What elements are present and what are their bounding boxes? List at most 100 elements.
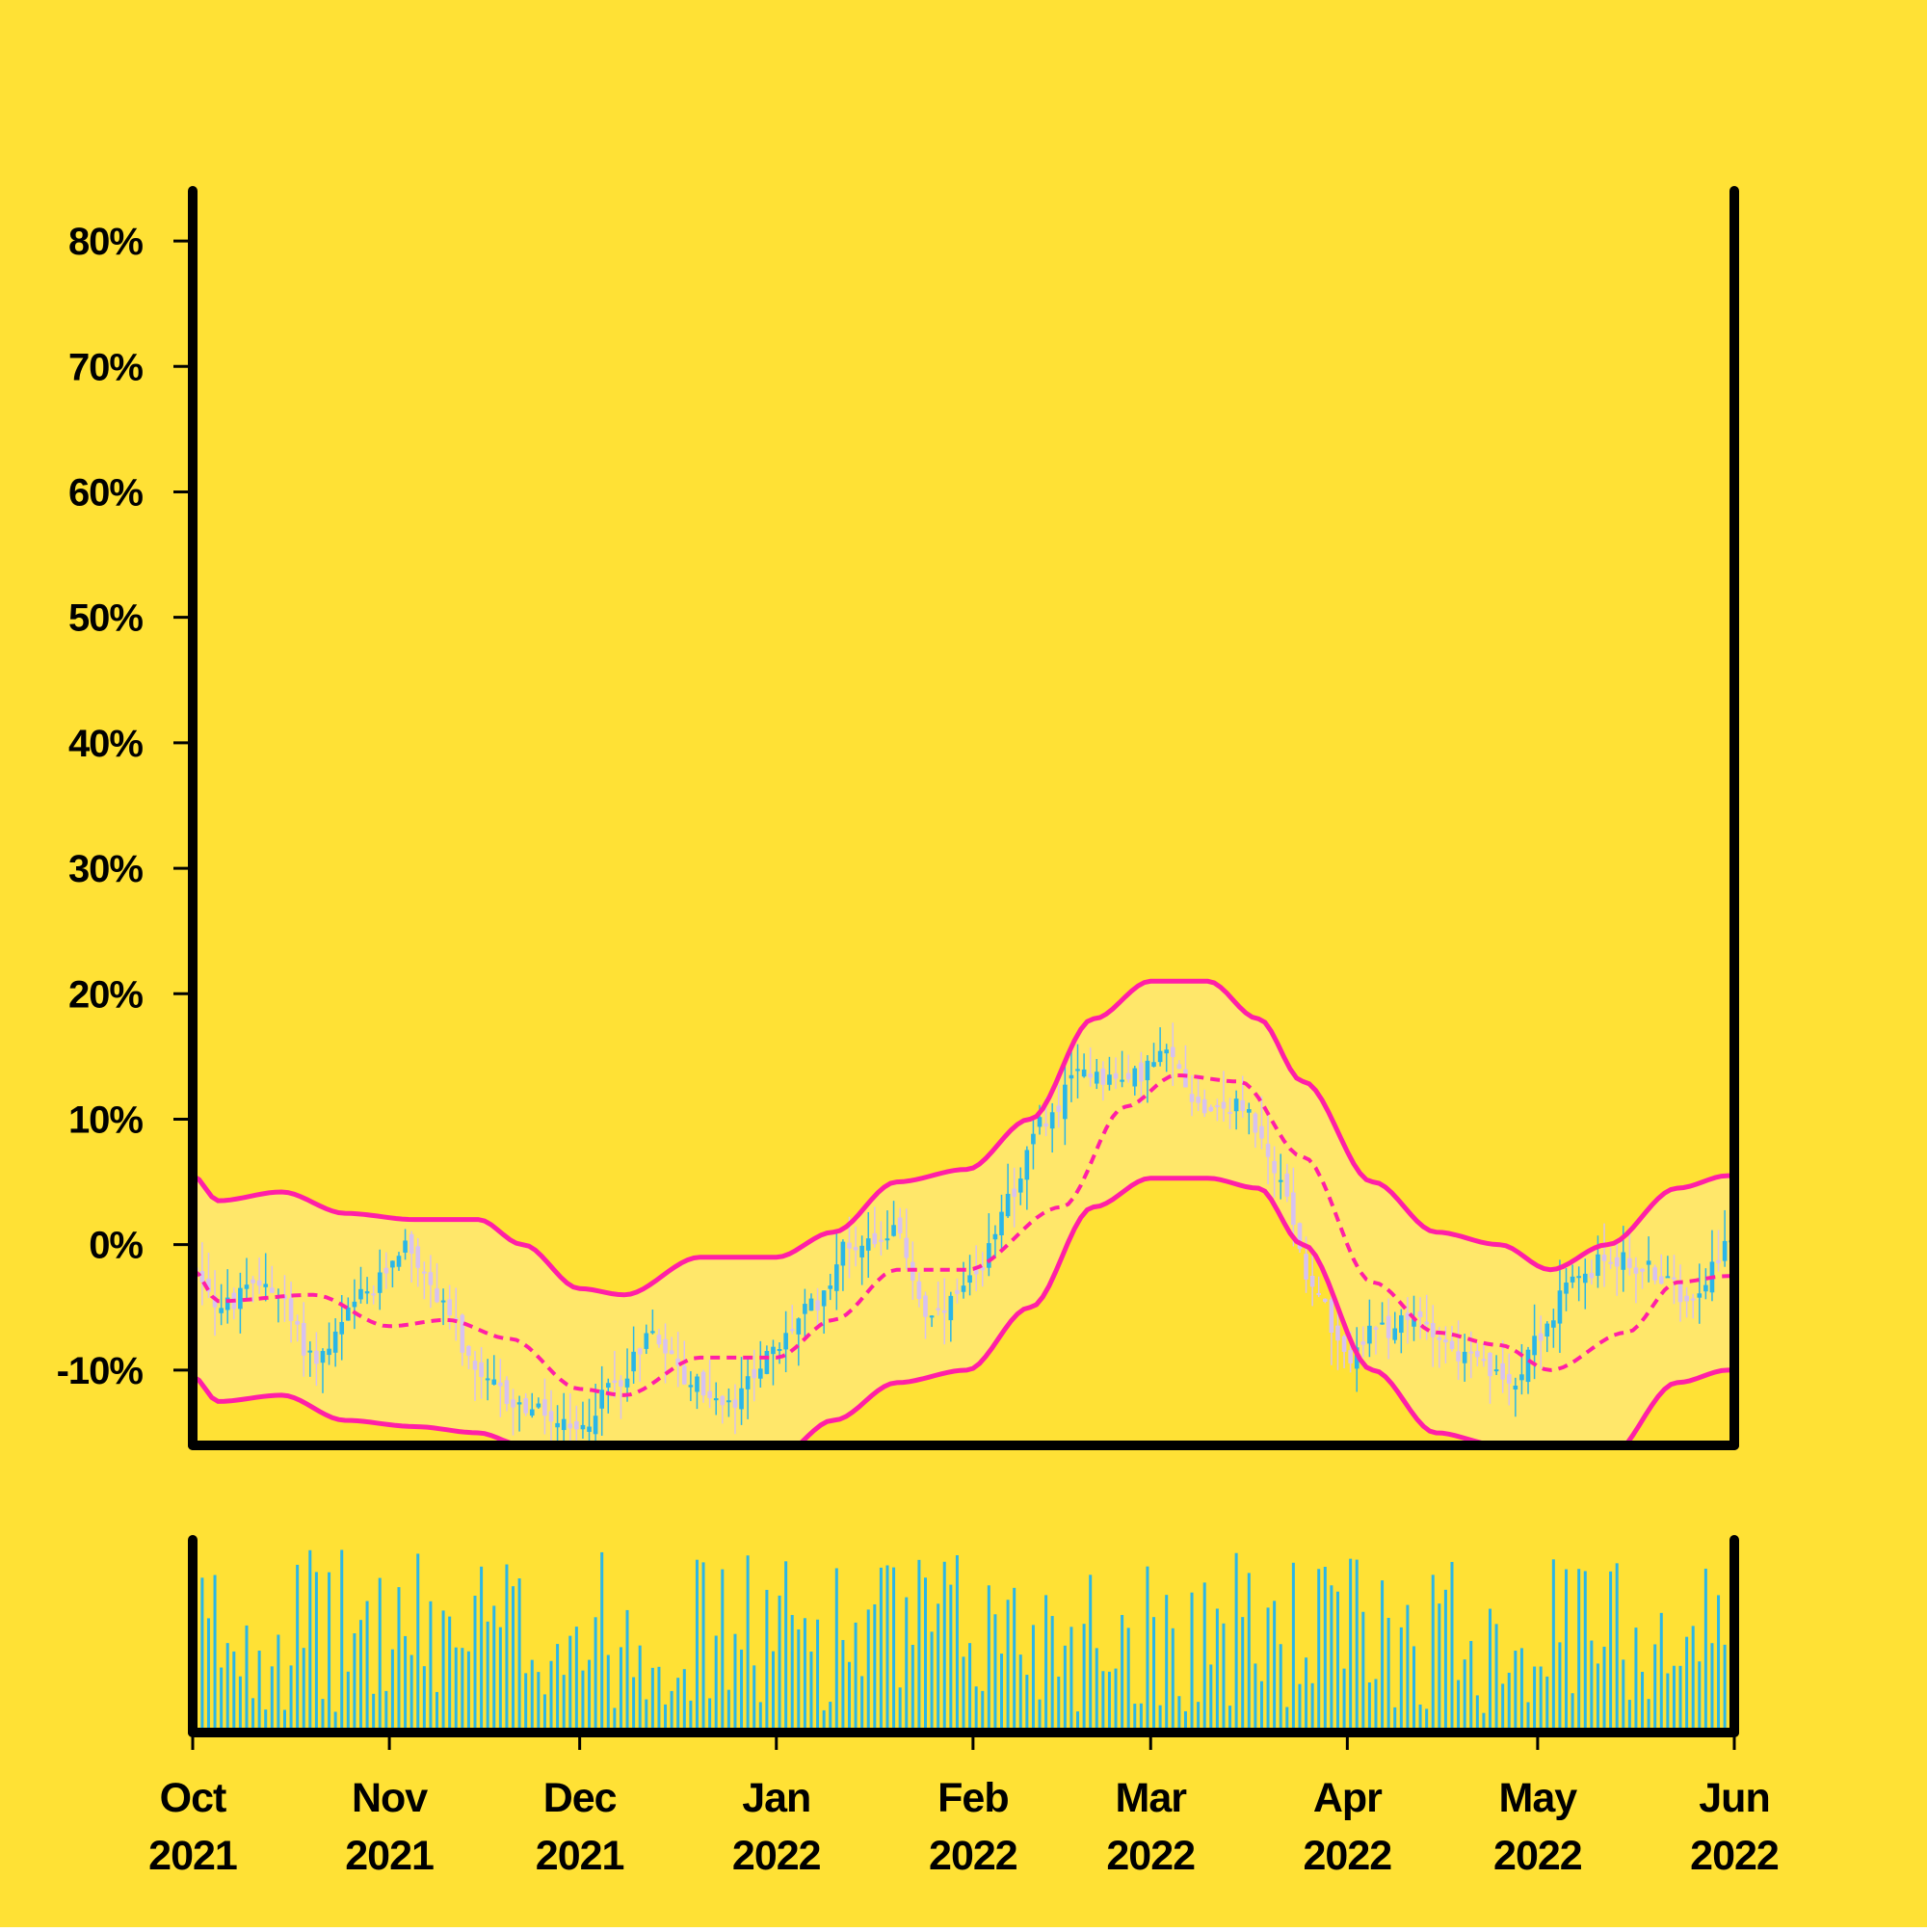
candle-body bbox=[1170, 1046, 1175, 1058]
volume-bar bbox=[1241, 1617, 1245, 1733]
volume-bar bbox=[1489, 1608, 1492, 1733]
volume-bar bbox=[778, 1595, 781, 1733]
candle-body bbox=[1323, 1298, 1328, 1302]
candle-body bbox=[1284, 1173, 1290, 1197]
candle-body bbox=[1335, 1325, 1340, 1341]
candle-body bbox=[1538, 1333, 1544, 1341]
candle-body bbox=[1417, 1311, 1423, 1318]
candle-body bbox=[498, 1382, 503, 1387]
volume-bar bbox=[1627, 1700, 1631, 1733]
candle-body bbox=[828, 1285, 833, 1289]
volume-bar bbox=[1254, 1663, 1257, 1733]
candle-body bbox=[923, 1295, 928, 1317]
x-tick-label: Jun 2022 bbox=[1690, 1775, 1779, 1879]
volume-bar bbox=[600, 1551, 604, 1733]
volume-bar bbox=[1349, 1558, 1353, 1733]
y-tick-label: 20% bbox=[68, 973, 143, 1016]
volume-bar bbox=[905, 1597, 909, 1733]
volume-bar bbox=[664, 1704, 668, 1733]
volume-bar bbox=[461, 1648, 464, 1733]
volume-bar bbox=[1310, 1682, 1314, 1733]
volume-bar bbox=[873, 1604, 877, 1733]
volume-bar bbox=[1361, 1611, 1365, 1733]
volume-bar bbox=[1171, 1628, 1175, 1733]
candle-body bbox=[1544, 1323, 1550, 1337]
candle-body bbox=[675, 1358, 681, 1366]
candle-body bbox=[371, 1293, 376, 1296]
x-tick-label: Feb 2022 bbox=[929, 1775, 1017, 1879]
candle-body bbox=[219, 1308, 224, 1313]
candle-body bbox=[1437, 1337, 1442, 1340]
candle-body bbox=[605, 1383, 611, 1388]
candle-body bbox=[1196, 1097, 1201, 1103]
volume-bar bbox=[1197, 1702, 1201, 1733]
candle-body bbox=[307, 1350, 313, 1353]
candle-body bbox=[580, 1424, 586, 1430]
volume-bar bbox=[282, 1709, 286, 1733]
candle-body bbox=[1107, 1074, 1112, 1085]
volume-bar bbox=[885, 1565, 889, 1733]
volume-bar bbox=[1038, 1699, 1042, 1733]
candle-body bbox=[1297, 1223, 1303, 1250]
volume-bar bbox=[220, 1667, 224, 1733]
volume-bar bbox=[962, 1656, 965, 1733]
candle-body bbox=[1069, 1074, 1074, 1079]
volume-bar bbox=[270, 1666, 274, 1733]
candle-body bbox=[834, 1264, 839, 1291]
candle-body bbox=[206, 1278, 211, 1292]
volume-bar bbox=[740, 1649, 744, 1733]
candle-body bbox=[1405, 1312, 1411, 1320]
candle-body bbox=[599, 1389, 604, 1409]
volume-bar bbox=[1139, 1703, 1143, 1733]
volume-bar bbox=[1228, 1706, 1232, 1733]
candle-body bbox=[650, 1331, 655, 1334]
candle-body bbox=[1392, 1328, 1398, 1340]
volume-bar bbox=[1393, 1707, 1397, 1733]
candle-body bbox=[897, 1217, 903, 1233]
candle-body bbox=[199, 1271, 205, 1283]
candle-body bbox=[1201, 1098, 1207, 1114]
candle-body bbox=[936, 1308, 940, 1310]
candle-body bbox=[1640, 1268, 1645, 1272]
volume-bar bbox=[1114, 1668, 1118, 1733]
volume-bar bbox=[328, 1572, 331, 1733]
volume-bar bbox=[390, 1649, 394, 1733]
x-tick-year: 2022 bbox=[1304, 1833, 1392, 1879]
candle-body bbox=[263, 1284, 269, 1287]
bollinger-upper-line bbox=[193, 978, 1734, 1298]
candle-body bbox=[548, 1411, 554, 1422]
candle-body bbox=[771, 1346, 776, 1355]
volume-bar bbox=[1146, 1566, 1149, 1733]
candle-body bbox=[244, 1284, 250, 1289]
volume-bar bbox=[429, 1601, 433, 1733]
volume-bar bbox=[689, 1700, 693, 1733]
volume-bar bbox=[834, 1568, 838, 1733]
volume-bar bbox=[1044, 1595, 1048, 1733]
volume-bar bbox=[657, 1666, 661, 1733]
volume-bar bbox=[473, 1595, 477, 1733]
volume-bar bbox=[238, 1676, 242, 1733]
candle-body bbox=[1341, 1336, 1347, 1352]
volume-bar bbox=[746, 1555, 750, 1733]
volume-bar bbox=[1596, 1663, 1599, 1733]
candle-body bbox=[999, 1211, 1004, 1235]
volume-bar bbox=[1082, 1624, 1086, 1733]
candle-body bbox=[656, 1335, 662, 1345]
volume-bar bbox=[645, 1699, 648, 1733]
candle-body bbox=[479, 1362, 484, 1377]
volume-bar bbox=[321, 1699, 325, 1733]
candle-body bbox=[1589, 1273, 1595, 1279]
candle-body bbox=[1468, 1351, 1474, 1354]
candle-body bbox=[415, 1246, 421, 1268]
candle-body bbox=[1183, 1069, 1188, 1088]
candle-body bbox=[1075, 1069, 1080, 1072]
x-tick-month: Mar bbox=[1116, 1775, 1188, 1821]
candle-body bbox=[1291, 1192, 1296, 1226]
candle-body bbox=[1081, 1069, 1087, 1077]
candle-body bbox=[485, 1378, 490, 1381]
candle-body bbox=[460, 1314, 465, 1353]
volume-bar bbox=[632, 1677, 636, 1733]
x-tick-year: 2021 bbox=[148, 1833, 237, 1879]
volume-bar bbox=[1590, 1640, 1594, 1733]
candle-body bbox=[752, 1368, 757, 1379]
